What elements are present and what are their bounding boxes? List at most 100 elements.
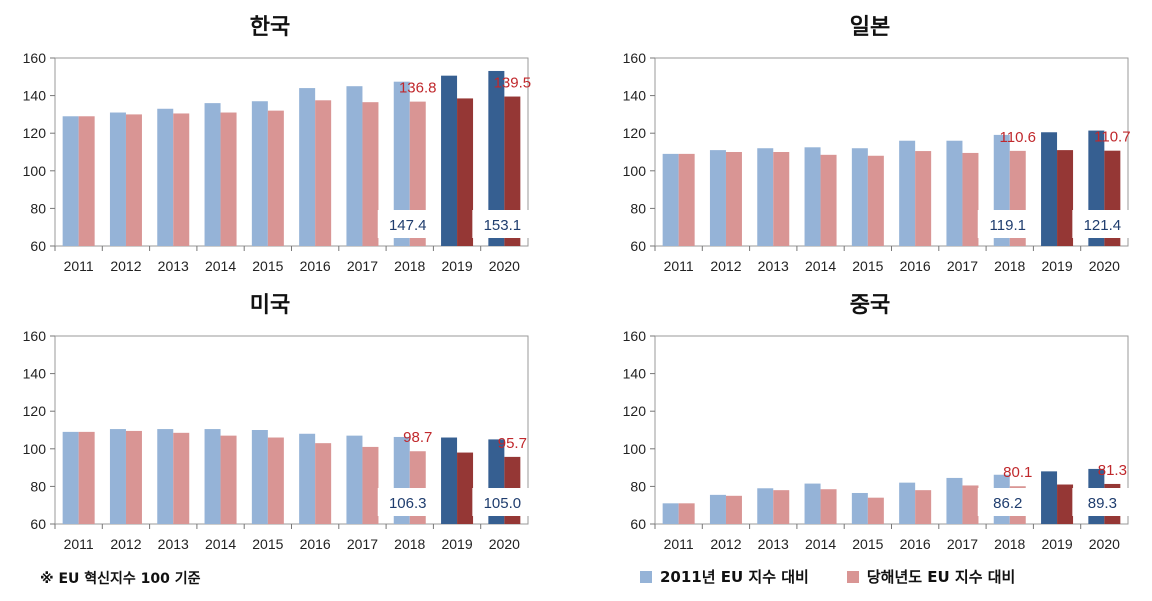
- bar-2011-2017: [946, 477, 963, 524]
- bar-2011-2014: [204, 103, 221, 247]
- x-tick-label: 2014: [805, 258, 836, 274]
- y-tick-label: 160: [623, 50, 647, 66]
- legend-label-2011: 2011년 EU 지수 대비: [660, 568, 809, 586]
- annotation-box: [977, 488, 1038, 516]
- chart-japan: 일본 60 80 100 120 140 160 2011 2012 2013 2014 2015 20…: [600, 0, 1152, 280]
- annotation-current: 136.8: [399, 80, 437, 97]
- bar-current-2018: [409, 101, 426, 246]
- bar-2011-2019: [441, 75, 458, 246]
- bar-2011-2013: [757, 488, 774, 524]
- x-tick-label: 2016: [900, 536, 931, 552]
- x-tick-label: 2015: [852, 258, 883, 274]
- x-tick-label: 2017: [947, 258, 978, 274]
- bar-current-2012: [125, 114, 142, 247]
- bar-current-2016: [915, 490, 932, 524]
- bar-2011-2014: [804, 483, 821, 524]
- bar-2011-2014: [204, 429, 221, 524]
- bar-current-2017: [962, 152, 979, 246]
- y-tick-label: 160: [23, 50, 47, 66]
- y-tick-label: 80: [30, 200, 46, 216]
- bar-current-2013: [173, 113, 190, 247]
- legend: 2011년 EU 지수 대비 당해년도 EU 지수 대비: [640, 566, 1015, 587]
- x-tick-label: 2014: [805, 536, 836, 552]
- bar-current-2011: [678, 503, 695, 524]
- bar-2011-2012: [709, 494, 726, 524]
- bar-current-2016: [915, 151, 932, 246]
- bar-2011-2013: [157, 108, 174, 246]
- y-tick-label: 100: [23, 441, 47, 457]
- x-tick-label: 2012: [710, 258, 741, 274]
- x-tick-label: 2011: [664, 258, 694, 274]
- annotation-box: [1072, 488, 1133, 516]
- annotation-current: 110.7: [1094, 129, 1130, 146]
- annotation-2011: 121.4: [1084, 217, 1122, 234]
- x-tick-label: 2019: [1041, 536, 1072, 552]
- annotation-2011: 153.1: [484, 217, 522, 234]
- x-tick-label: 2016: [300, 536, 331, 552]
- bar-current-2011: [78, 431, 95, 524]
- bar-2011-2015: [251, 430, 268, 524]
- annotation-current: 81.3: [1098, 462, 1127, 479]
- bar-current-2013: [773, 490, 790, 524]
- bar-2011-2016: [299, 88, 316, 246]
- x-tick-label: 2020: [1089, 536, 1120, 552]
- bar-current-2014: [820, 489, 837, 524]
- bar-2011-2016: [899, 140, 916, 246]
- bar-2011-2019: [1041, 471, 1058, 524]
- annotation-box: [1072, 210, 1133, 238]
- bar-2011-2016: [899, 482, 916, 524]
- y-tick-label: 60: [30, 238, 46, 254]
- annotation-box: [472, 210, 533, 238]
- y-tick-label: 120: [23, 403, 47, 419]
- annotation-2011: 86.2: [993, 495, 1022, 512]
- y-tick-label: 100: [623, 441, 647, 457]
- bar-2011-2018: [393, 81, 410, 246]
- bar-2011-2015: [851, 148, 868, 246]
- bar-current-2012: [125, 430, 142, 524]
- bar-2011-2012: [109, 112, 126, 247]
- annotation-current: 95.7: [498, 435, 527, 452]
- annotation-2011: 105.0: [484, 495, 522, 512]
- x-tick-label: 2011: [64, 258, 94, 274]
- chart-title: 미국: [250, 293, 290, 318]
- x-tick-label: 2016: [900, 258, 931, 274]
- bar-current-2015: [267, 110, 284, 246]
- chart-japan-svg: 일본 60 80 100 120 140 160 2011 2012 2013 2014 2015 20…: [623, 15, 1133, 274]
- x-tick-label: 2017: [347, 258, 378, 274]
- y-tick-label: 60: [630, 516, 646, 532]
- chart-title: 한국: [250, 15, 290, 40]
- bar-2011-2012: [709, 150, 726, 246]
- annotation-box: [977, 210, 1038, 238]
- x-tick-label: 2012: [710, 536, 741, 552]
- bar-current-2019: [1057, 150, 1074, 246]
- x-tick-label: 2015: [252, 536, 283, 552]
- annotation-2011: 89.3: [1088, 495, 1117, 512]
- chart-china-svg: 중국 60 80 100 120 140 160 2011 2012 2013 2014 2015 20…: [623, 293, 1133, 552]
- x-tick-label: 2016: [300, 258, 331, 274]
- bar-current-2014: [820, 154, 837, 246]
- bar-2011-2015: [851, 492, 868, 524]
- bar-current-2014: [220, 435, 237, 524]
- legend-label-current: 당해년도 EU 지수 대비: [866, 568, 1016, 586]
- y-tick-label: 80: [630, 478, 646, 494]
- chart-china: 중국 60 80 100 120 140 160 2011 2012 2013 2014 2015 20…: [600, 278, 1152, 558]
- legend-swatch-current: [846, 570, 859, 583]
- x-tick-label: 2019: [1041, 258, 1072, 274]
- annotation-current: 139.5: [494, 75, 532, 92]
- bar-current-2016: [315, 443, 332, 524]
- bar-2011-2011: [662, 153, 679, 246]
- bar-current-2016: [315, 100, 332, 246]
- bar-current-2020: [504, 96, 521, 246]
- bar-current-2013: [773, 152, 790, 246]
- annotation-2011: 147.4: [389, 217, 427, 234]
- bar-current-2012: [725, 495, 742, 524]
- bar-current-2015: [267, 437, 284, 524]
- x-tick-label: 2020: [489, 536, 520, 552]
- chart-title: 일본: [850, 15, 890, 40]
- y-tick-label: 160: [23, 328, 47, 344]
- bar-2011-2014: [804, 147, 821, 246]
- chart-korea-svg: 한국 60 80 100 120 140 160 2011 2012 2013 2014 2015 20…: [23, 15, 533, 274]
- bar-2011-2016: [299, 433, 316, 524]
- bar-2011-2017: [946, 140, 963, 246]
- chart-usa-svg: 미국 60 80 100 120 140 160 2011 2012 2013 2014 2015 20…: [23, 293, 533, 552]
